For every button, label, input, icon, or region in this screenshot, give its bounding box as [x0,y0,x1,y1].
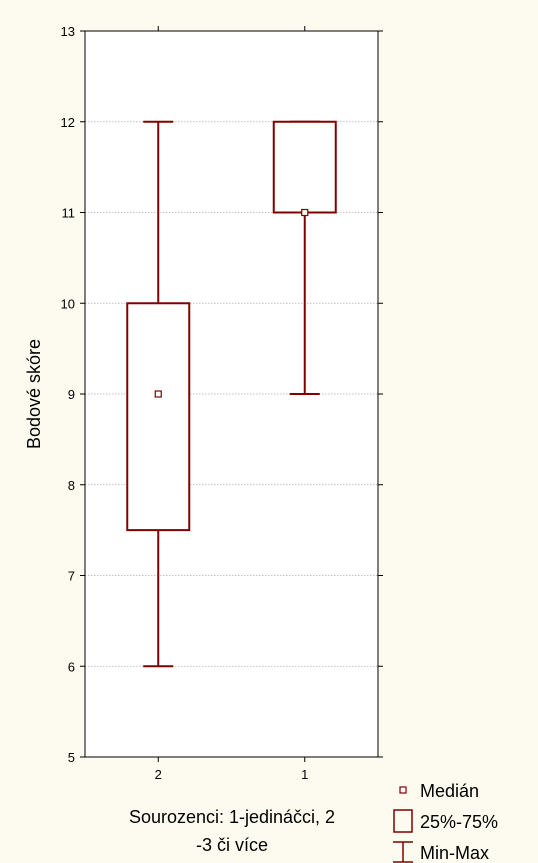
iqr-box [272,120,337,214]
legend-label-median: Medián [420,781,479,801]
median-marker [301,208,309,217]
y-tick-label: 12 [61,115,75,130]
y-tick-label: 13 [61,24,75,39]
legend-whisker-icon [393,841,413,863]
y-tick-label: 10 [61,296,75,311]
y-axis-title: Bodové skóre [24,339,44,449]
y-tick-label: 5 [68,750,75,765]
box-1 [272,120,337,395]
median-marker [154,390,162,398]
x-axis-title-line-2: -3 či více [196,835,268,855]
y-tick-label: 8 [68,478,75,493]
x-tick-label: 2 [155,767,162,782]
legend: Medián 25%-75% Min-Max [393,781,498,863]
x-tick-label: 1 [301,767,308,782]
y-tick-label: 7 [68,569,75,584]
iqr-box [126,302,191,532]
legend-label-whisker: Min-Max [420,843,489,863]
legend-median-icon [399,786,407,794]
box-2 [126,120,191,668]
boxes-group [126,120,337,668]
y-axis: 5 6 7 8 9 10 11 12 13 [61,24,383,765]
legend-label-box: 25%-75% [420,812,498,832]
legend-box-icon [393,809,413,833]
y-tick-label: 6 [68,659,75,674]
y-tick-label: 9 [68,387,75,402]
x-axis-title-line-1: Sourozenci: 1-jedináčci, 2 [129,807,335,827]
y-tick-label: 11 [62,206,76,221]
